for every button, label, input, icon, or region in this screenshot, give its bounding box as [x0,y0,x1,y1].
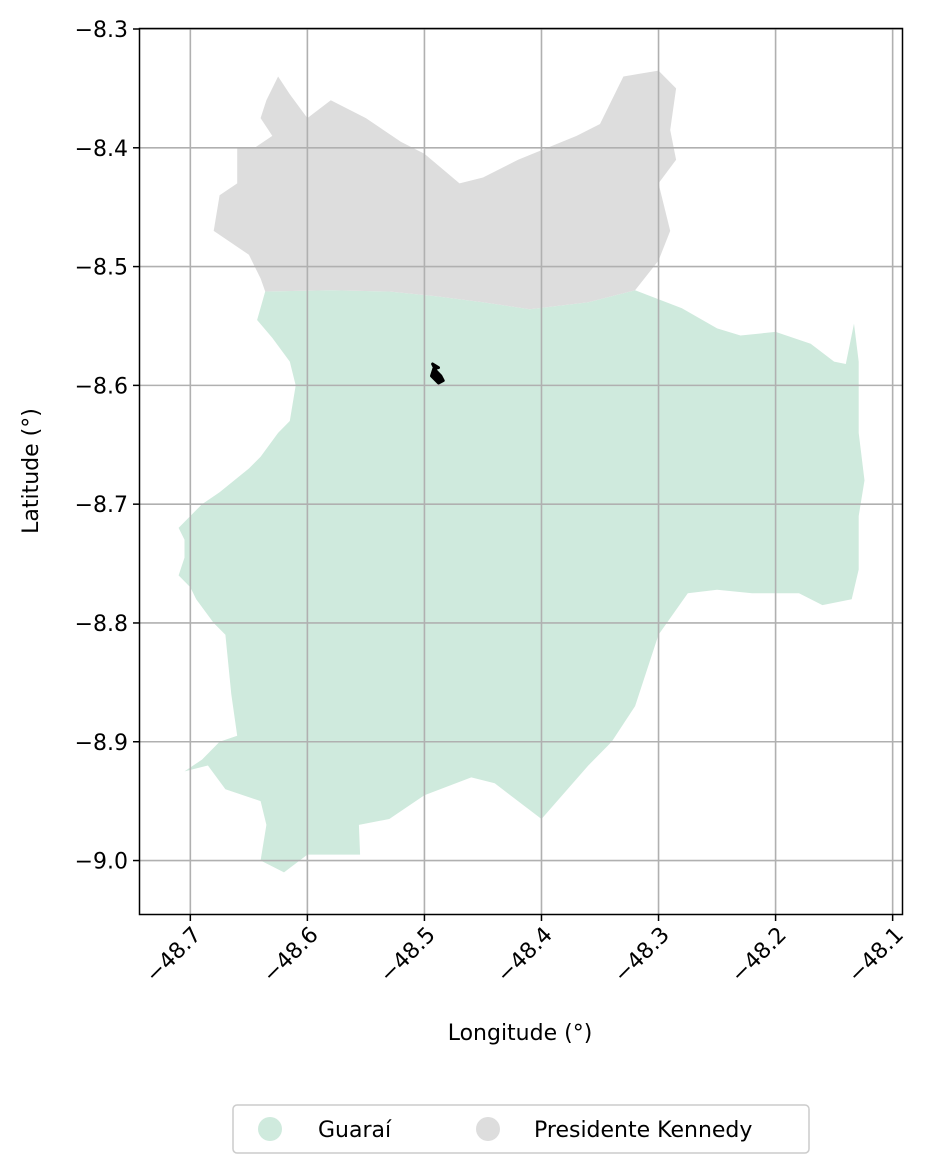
y-tick-label-7: −9.0 [75,850,128,875]
axes-frame [138,27,904,916]
region-guarai [178,290,865,873]
highlight-marker [430,362,445,385]
y-axis-label: Latitude (°) [19,408,44,534]
legend-marker-presidente-kennedy [476,1117,500,1141]
y-tick-label-6: −8.9 [75,731,128,756]
y-tick-label-1: −8.4 [75,137,128,162]
legend: Guaraí Presidente Kennedy [232,1104,810,1154]
y-tick-label-5: −8.8 [75,612,128,637]
x-axis-label: Longitude (°) [448,1021,593,1046]
regions-layer [178,70,865,873]
legend-marker-guarai [258,1117,282,1141]
legend-label-presidente-kennedy: Presidente Kennedy [534,1118,752,1143]
y-tick-label-4: −8.7 [75,493,128,518]
legend-label-guarai: Guaraí [318,1118,392,1143]
marker-layer [430,362,445,385]
region-presidente-kennedy [213,70,677,310]
legend-box [232,1104,810,1154]
y-tick-label-0: −8.3 [75,18,128,43]
y-tick-label-2: −8.5 [75,256,128,281]
y-tick-label-3: −8.6 [75,374,128,399]
